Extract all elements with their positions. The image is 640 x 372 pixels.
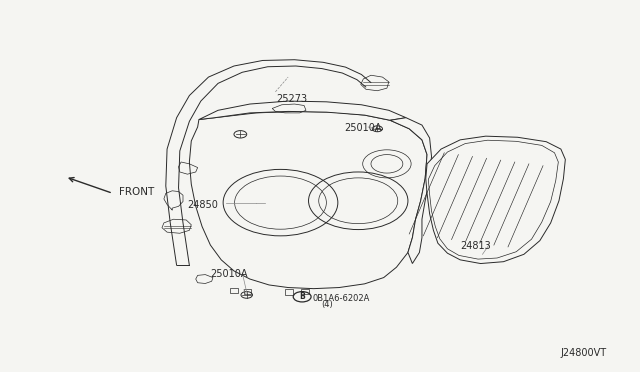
Text: B: B (300, 292, 305, 301)
Text: 25010A: 25010A (344, 123, 381, 133)
Text: 24850: 24850 (188, 200, 218, 210)
Text: J24800VT: J24800VT (561, 349, 607, 359)
Text: (4): (4) (321, 300, 333, 309)
Polygon shape (189, 112, 427, 289)
Polygon shape (199, 101, 406, 120)
Text: 25010A: 25010A (211, 269, 248, 279)
Text: 0B1A6-6202A: 0B1A6-6202A (312, 294, 370, 303)
Text: 25273: 25273 (276, 94, 308, 104)
Text: 24813: 24813 (460, 241, 491, 251)
Text: FRONT: FRONT (119, 186, 154, 196)
Polygon shape (426, 136, 565, 263)
Polygon shape (390, 118, 431, 263)
